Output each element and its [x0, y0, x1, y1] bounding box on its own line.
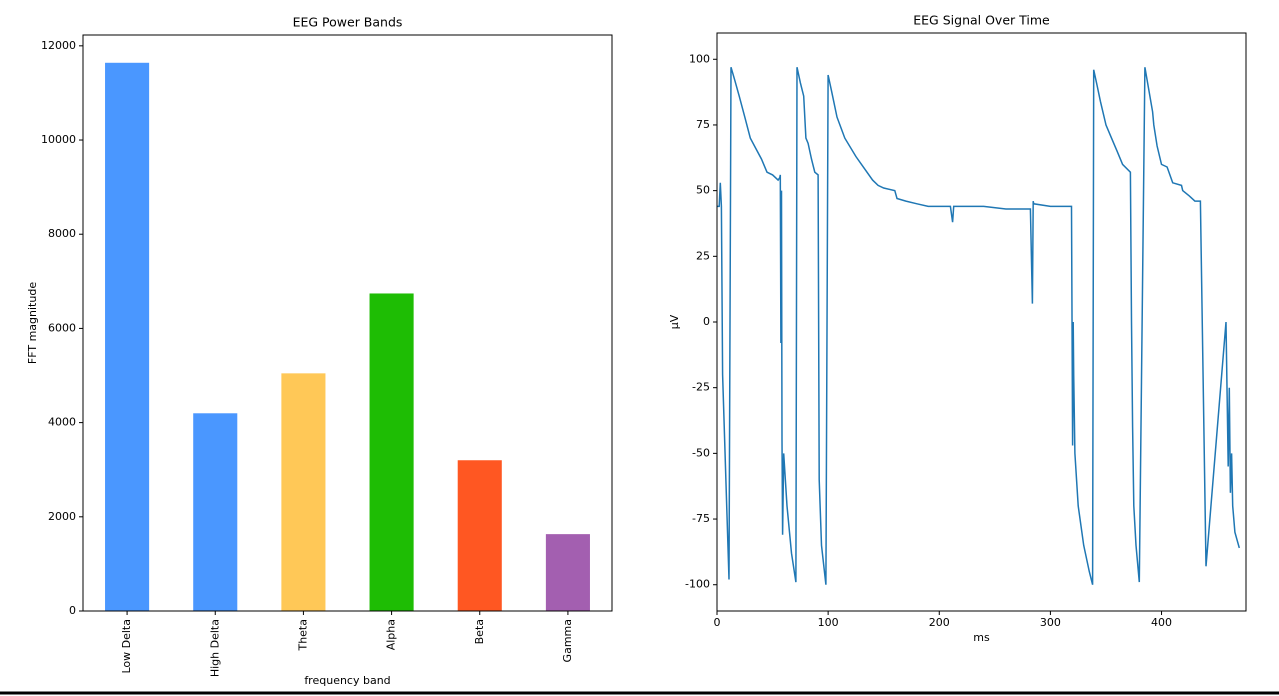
x-tick-label: 100	[818, 616, 839, 629]
y-tick-label: -75	[692, 512, 710, 525]
x-axis-label: ms	[973, 631, 990, 644]
x-tick-label: Theta	[296, 619, 309, 652]
y-tick-label: 10000	[41, 133, 76, 146]
y-tick-label: 8000	[48, 227, 76, 240]
y-tick-label: 25	[696, 249, 710, 262]
x-tick-label: 200	[929, 616, 950, 629]
line-series	[717, 66, 1241, 585]
x-tick-label: 300	[1040, 616, 1061, 629]
y-tick-label: 4000	[48, 416, 76, 429]
x-tick-label: High Delta	[208, 619, 221, 677]
x-tick-label: Alpha	[385, 619, 398, 650]
bar	[281, 373, 326, 611]
y-tick-label: 0	[69, 604, 76, 617]
bar	[457, 460, 502, 611]
bar	[369, 293, 414, 611]
x-axis-label: frequency band	[304, 674, 390, 687]
bar	[105, 62, 150, 611]
y-tick-label: -100	[685, 578, 710, 591]
x-tick-label: 400	[1151, 616, 1172, 629]
x-tick-label: Beta	[473, 619, 486, 644]
x-tick-label: 0	[714, 616, 721, 629]
chart-title: EEG Signal Over Time	[913, 13, 1050, 28]
y-tick-label: 75	[696, 118, 710, 131]
x-tick-label: Low Delta	[120, 619, 133, 674]
plot-frame	[716, 32, 1247, 612]
y-tick-label: 2000	[48, 510, 76, 523]
y-tick-label: 50	[696, 184, 710, 197]
plot-frame	[82, 34, 613, 612]
chart-title: EEG Power Bands	[293, 15, 403, 30]
y-tick-label: 12000	[41, 39, 76, 52]
x-tick-label: Gamma	[561, 619, 574, 662]
y-axis-label: μV	[668, 314, 681, 329]
y-tick-label: -50	[692, 446, 710, 459]
y-tick-label: 100	[689, 52, 710, 65]
bar	[545, 534, 590, 611]
y-tick-label: 0	[703, 315, 710, 328]
y-axis-label: FFT magnitude	[26, 282, 39, 364]
y-tick-label: -25	[692, 381, 710, 394]
bar	[193, 413, 238, 611]
y-tick-label: 6000	[48, 321, 76, 334]
